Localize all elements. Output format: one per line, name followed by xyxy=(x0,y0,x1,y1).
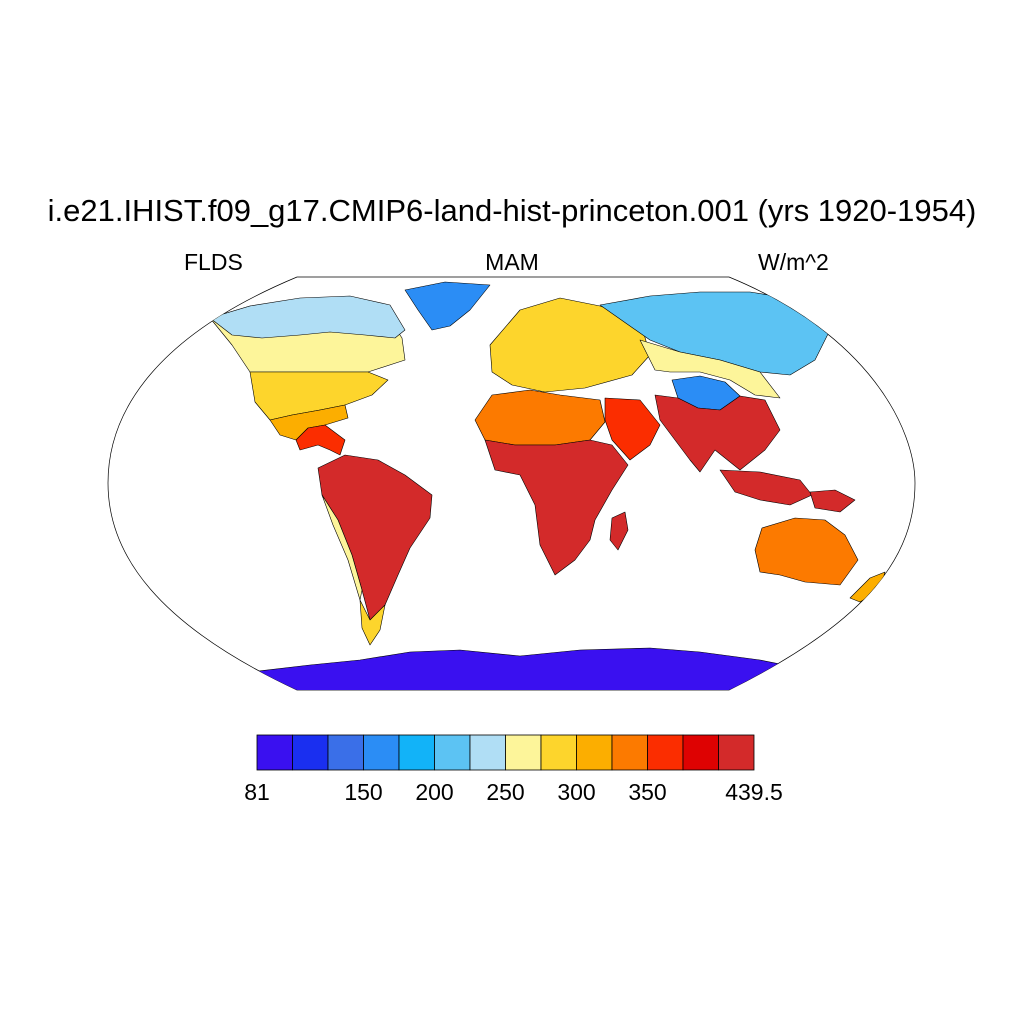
colorbar-box xyxy=(540,734,577,771)
colorbar-box xyxy=(434,734,471,771)
region-australia xyxy=(754,517,859,586)
region-north-america-arctic xyxy=(209,295,406,339)
region-greenland xyxy=(404,281,491,331)
colorbar-box xyxy=(718,734,755,771)
units-label: W/m^2 xyxy=(758,249,829,275)
region-indonesia xyxy=(719,469,813,506)
region-arabia xyxy=(604,397,661,461)
plot-title: i.e21.IHIST.f09_g17.CMIP6-land-hist-prin… xyxy=(47,193,977,228)
variable-label: FLDS xyxy=(184,249,243,275)
region-madagascar xyxy=(609,511,629,551)
season-label: MAM xyxy=(485,249,539,275)
region-europe xyxy=(489,297,651,393)
colorbar-tick-label: 350 xyxy=(628,779,666,805)
colorbar-box xyxy=(611,734,648,771)
region-central-america xyxy=(295,424,346,456)
region-africa xyxy=(484,439,629,576)
region-north-america-south xyxy=(269,404,349,441)
colorbar-tick-label: 439.5 xyxy=(725,779,783,805)
region-antarctica xyxy=(249,647,801,690)
colorbar-tick-label: 81 xyxy=(244,779,270,805)
colorbar-box xyxy=(576,734,613,771)
colorbar-box xyxy=(647,734,684,771)
colorbar-box xyxy=(398,734,435,771)
colorbar-tick-label: 150 xyxy=(344,779,382,805)
region-patagonia xyxy=(359,599,386,646)
colorbar-box xyxy=(469,734,506,771)
colorbar-tick-label: 300 xyxy=(557,779,595,805)
region-new-guinea xyxy=(809,489,856,513)
region-andes xyxy=(321,494,363,601)
colorbar-box xyxy=(682,734,719,771)
colorbar-box xyxy=(505,734,542,771)
region-south-asia xyxy=(654,394,781,473)
colorbar-box xyxy=(363,734,400,771)
region-central-asia xyxy=(639,339,781,399)
colorbar-tick-label: 200 xyxy=(415,779,453,805)
colorbar-box xyxy=(256,734,293,771)
colorbar-box xyxy=(292,734,329,771)
colorbar-tick-label: 250 xyxy=(486,779,524,805)
colorbar-box xyxy=(327,734,364,771)
